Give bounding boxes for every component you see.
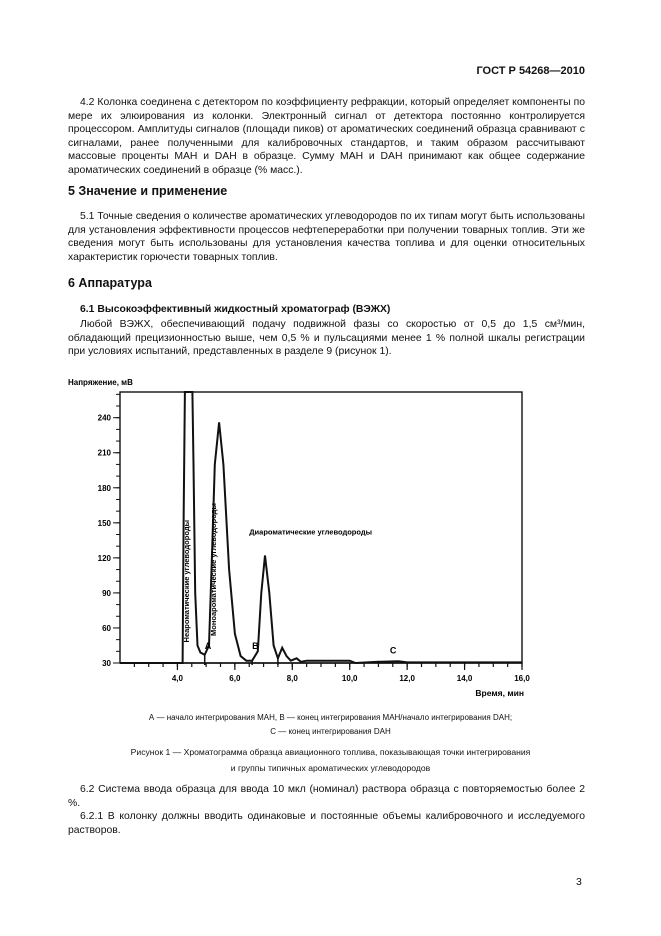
- y-tick-label: 180: [98, 484, 112, 493]
- annotation-label: В: [252, 641, 259, 651]
- paragraph-6-2-1: 6.2.1 В колонку должны вводить одинаковы…: [68, 810, 585, 837]
- annotation-label: А: [205, 641, 212, 651]
- heading-section-6: 6 Аппаратура: [68, 276, 152, 290]
- y-tick-label: 30: [102, 659, 111, 668]
- y-axis-label: Напряжение, мВ: [68, 378, 133, 387]
- annotation-label: С: [390, 646, 397, 656]
- x-tick-label: 16,0: [514, 674, 530, 683]
- x-tick-label: 12,0: [399, 674, 415, 683]
- legend-line: С — конец интегрирования DАН: [270, 727, 391, 736]
- x-tick-label: 8,0: [287, 674, 299, 683]
- caption-line: и группы типичных ароматических углеводо…: [230, 763, 431, 773]
- paragraph-4-2: 4.2 Колонка соединена с детектором по ко…: [68, 96, 585, 178]
- paragraph-text: Любой ВЭЖХ, обеспечивающий подачу подвиж…: [68, 319, 585, 358]
- figure-legend: А — начало интегрирования МАН, В — конец…: [60, 711, 601, 739]
- caption-line: Рисунок 1 — Хроматограмма образца авиаци…: [130, 747, 531, 757]
- y-tick-label: 210: [98, 449, 112, 458]
- annotation-label: Неароматические углеводороды: [182, 520, 191, 642]
- x-tick-label: 10,0: [342, 674, 358, 683]
- y-tick-label: 240: [98, 414, 112, 423]
- x-tick-label: 14,0: [457, 674, 473, 683]
- paragraph-6-2: 6.2 Система ввода образца для ввода 10 м…: [68, 783, 585, 810]
- heading-section-5: 5 Значение и применение: [68, 184, 228, 198]
- chromatogram-chart: Напряжение, мВ Время, мин 30 60 90 120 150 18…: [68, 378, 530, 698]
- paragraph-text: 6.2.1 В колонку должны вводить одинаковы…: [68, 811, 585, 836]
- x-axis-label: Время, мин: [475, 688, 524, 698]
- figure-caption: Рисунок 1 — Хроматограмма образца авиаци…: [60, 744, 601, 776]
- y-tick-label: 60: [102, 624, 111, 633]
- paragraph-text: 4.2 Колонка соединена с детектором по ко…: [68, 97, 585, 176]
- legend-line: А — начало интегрирования МАН, В — конец…: [148, 713, 513, 722]
- page-number: 3: [576, 876, 582, 888]
- annotation-label: Диароматические углеводороды: [249, 528, 372, 537]
- paragraph-text: 6.2 Система ввода образца для ввода 10 м…: [68, 784, 585, 809]
- x-tick-label: 6,0: [229, 674, 241, 683]
- document-code: ГОСТ Р 54268—2010: [476, 65, 585, 77]
- heading-section-6-1: 6.1 Высокоэффективный жидкостный хромато…: [80, 304, 391, 315]
- chromatogram-line: [120, 391, 522, 665]
- y-tick-label: 150: [98, 519, 112, 528]
- paragraph-text: 5.1 Точные сведения о количестве аромати…: [68, 211, 585, 263]
- paragraph-6-1: Любой ВЭЖХ, обеспечивающий подачу подвиж…: [68, 318, 585, 359]
- paragraph-5-1: 5.1 Точные сведения о количестве аромати…: [68, 210, 585, 264]
- y-tick-label: 90: [102, 589, 111, 598]
- annotation-label: Моноароматические углеводороды: [209, 503, 218, 636]
- y-tick-label: 120: [98, 554, 112, 563]
- x-tick-label: 4,0: [172, 674, 184, 683]
